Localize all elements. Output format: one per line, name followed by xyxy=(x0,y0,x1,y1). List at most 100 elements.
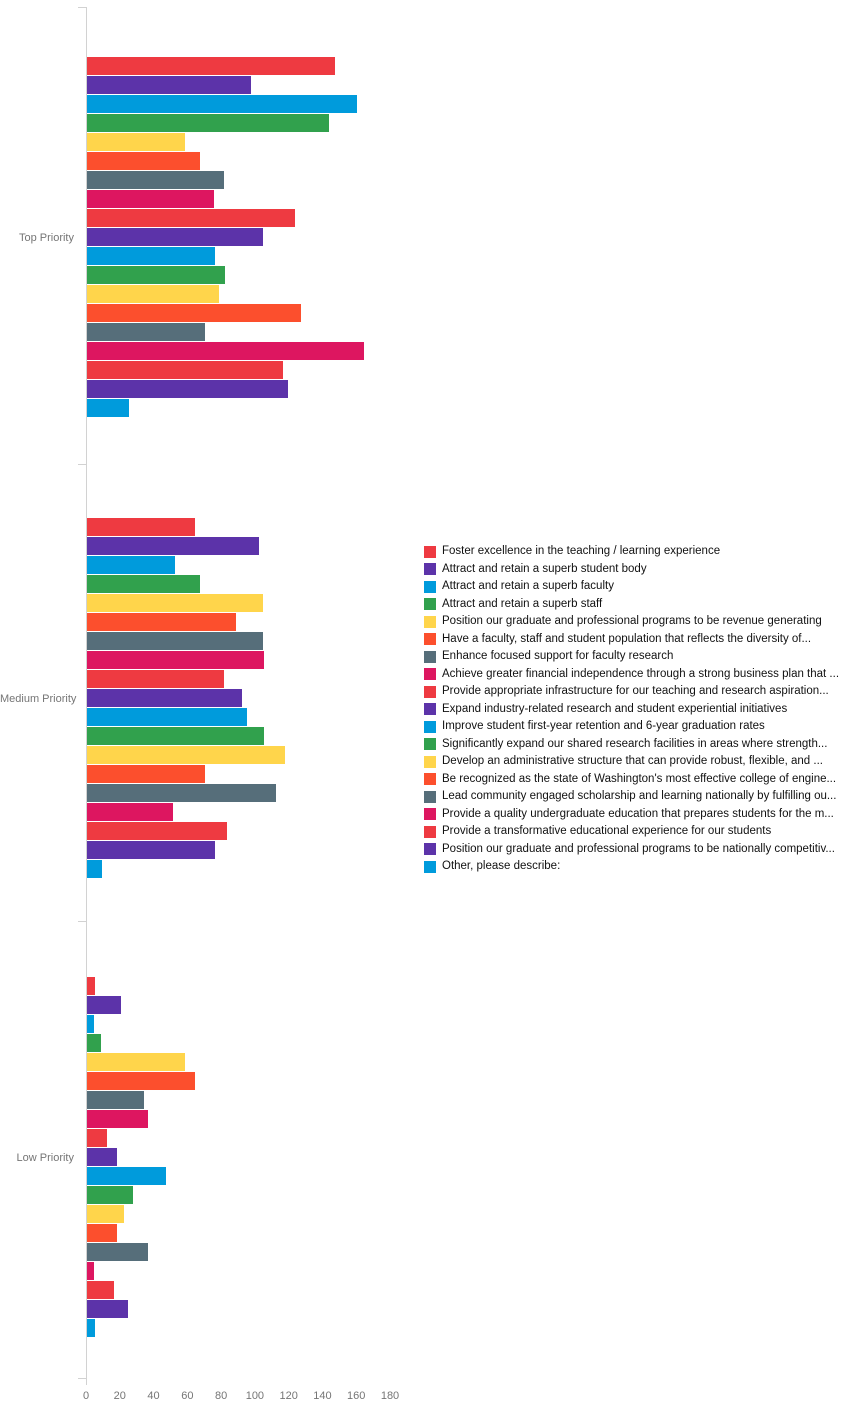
bar[interactable] xyxy=(87,860,102,878)
bar[interactable] xyxy=(87,1053,185,1071)
legend-item[interactable]: Provide a transformative educational exp… xyxy=(424,823,839,841)
bar[interactable] xyxy=(87,114,329,132)
legend-item-label: Attract and retain a superb student body xyxy=(442,562,647,575)
bar[interactable] xyxy=(87,1262,94,1280)
bar[interactable] xyxy=(87,1300,128,1318)
legend-item[interactable]: Other, please describe: xyxy=(424,858,839,876)
bar[interactable] xyxy=(87,670,224,688)
bar[interactable] xyxy=(87,1186,133,1204)
bar[interactable] xyxy=(87,228,263,246)
bar[interactable] xyxy=(87,171,224,189)
x-axis-tick-label: 180 xyxy=(380,1390,400,1402)
bar[interactable] xyxy=(87,1205,124,1223)
legend-item[interactable]: Attract and retain a superb student body xyxy=(424,561,839,579)
bar[interactable] xyxy=(87,342,364,360)
legend-item[interactable]: Foster excellence in the teaching / lear… xyxy=(424,543,839,561)
bar[interactable] xyxy=(87,632,263,650)
legend-swatch-icon xyxy=(424,773,436,786)
legend-item[interactable]: Develop an administrative structure that… xyxy=(424,753,839,771)
legend-item-label: Other, please describe: xyxy=(442,860,561,873)
category-label: Medium Priority xyxy=(0,692,77,705)
legend-swatch-icon xyxy=(424,738,436,751)
legend-item-label: Have a faculty, staff and student popula… xyxy=(442,632,812,645)
bar[interactable] xyxy=(87,1148,117,1166)
bar[interactable] xyxy=(87,613,236,631)
bar[interactable] xyxy=(87,518,195,536)
legend-item-label: Provide a transformative educational exp… xyxy=(442,825,772,838)
bar[interactable] xyxy=(87,784,276,802)
x-axis-tick-label: 160 xyxy=(347,1390,366,1402)
bar[interactable] xyxy=(87,1281,114,1299)
bar[interactable] xyxy=(87,133,185,151)
bar[interactable] xyxy=(87,361,283,379)
bar[interactable] xyxy=(87,594,263,612)
bar[interactable] xyxy=(87,57,335,75)
legend-item[interactable]: Attract and retain a superb staff xyxy=(424,596,839,614)
bar[interactable] xyxy=(87,209,295,227)
bar[interactable] xyxy=(87,689,242,707)
bar[interactable] xyxy=(87,380,288,398)
legend-swatch-icon xyxy=(424,580,436,593)
legend-swatch-icon xyxy=(424,755,436,768)
bar[interactable] xyxy=(87,399,129,417)
bar[interactable] xyxy=(87,996,121,1014)
legend-swatch-icon xyxy=(424,703,436,716)
bar[interactable] xyxy=(87,977,95,995)
bar[interactable] xyxy=(87,1243,148,1261)
legend-swatch-icon xyxy=(424,720,436,733)
bar[interactable] xyxy=(87,1015,94,1033)
legend-item[interactable]: Position our graduate and professional p… xyxy=(424,841,839,859)
legend-item[interactable]: Attract and retain a superb faculty xyxy=(424,578,839,596)
bar[interactable] xyxy=(87,822,227,840)
legend-item[interactable]: Provide a quality undergraduate educatio… xyxy=(424,806,839,824)
legend-swatch-icon xyxy=(424,685,436,698)
bar[interactable] xyxy=(87,323,205,341)
bar[interactable] xyxy=(87,1072,195,1090)
bar[interactable] xyxy=(87,746,285,764)
bar[interactable] xyxy=(87,285,219,303)
bar[interactable] xyxy=(87,1110,148,1128)
bar[interactable] xyxy=(87,727,264,745)
legend-swatch-icon xyxy=(424,598,436,611)
legend-item-label: Be recognized as the state of Washington… xyxy=(442,772,837,785)
bar[interactable] xyxy=(87,1091,144,1109)
bar[interactable] xyxy=(87,1129,107,1147)
legend-item-label: Position our graduate and professional p… xyxy=(442,615,822,628)
bar[interactable] xyxy=(87,1034,101,1052)
bar[interactable] xyxy=(87,152,200,170)
bar[interactable] xyxy=(87,765,205,783)
bar[interactable] xyxy=(87,304,301,322)
bar[interactable] xyxy=(87,76,251,94)
legend-item[interactable]: Improve student first-year retention and… xyxy=(424,718,839,736)
bar[interactable] xyxy=(87,803,173,821)
legend-item[interactable]: Be recognized as the state of Washington… xyxy=(424,771,839,789)
y-axis-tick xyxy=(78,921,86,922)
x-axis-tick-label: 120 xyxy=(279,1390,298,1402)
legend-swatch-icon xyxy=(424,808,436,821)
legend-item[interactable]: Position our graduate and professional p… xyxy=(424,613,839,631)
bar[interactable] xyxy=(87,708,247,726)
bar[interactable] xyxy=(87,1319,95,1337)
legend-item[interactable]: Expand industry-related research and stu… xyxy=(424,701,839,719)
bar[interactable] xyxy=(87,651,264,669)
y-axis-line xyxy=(86,7,87,1378)
bar[interactable] xyxy=(87,190,214,208)
legend-item[interactable]: Achieve greater financial independence t… xyxy=(424,666,839,684)
bar[interactable] xyxy=(87,95,357,113)
legend-item[interactable]: Lead community engaged scholarship and l… xyxy=(424,788,839,806)
bar[interactable] xyxy=(87,1224,117,1242)
legend-item-label: Position our graduate and professional p… xyxy=(442,842,835,855)
bar[interactable] xyxy=(87,575,200,593)
bar[interactable] xyxy=(87,537,259,555)
x-axis-tick-label: 0 xyxy=(82,1390,90,1402)
legend-item[interactable]: Significantly expand our shared research… xyxy=(424,736,839,754)
legend-item[interactable]: Enhance focused support for faculty rese… xyxy=(424,648,839,666)
bar[interactable] xyxy=(87,266,225,284)
legend-item[interactable]: Provide appropriate infrastructure for o… xyxy=(424,683,839,701)
bar[interactable] xyxy=(87,841,215,859)
x-axis-tick-label: 140 xyxy=(313,1390,332,1402)
bar[interactable] xyxy=(87,247,215,265)
bar[interactable] xyxy=(87,1167,166,1185)
legend-item[interactable]: Have a faculty, staff and student popula… xyxy=(424,631,839,649)
bar[interactable] xyxy=(87,556,175,574)
